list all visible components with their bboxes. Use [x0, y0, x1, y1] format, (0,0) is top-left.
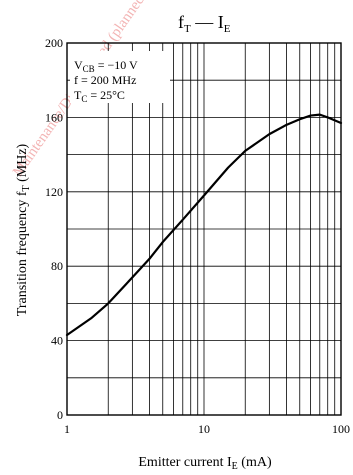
- x-tick-label: 1: [64, 422, 70, 436]
- y-tick-label: 160: [45, 110, 63, 124]
- chart-title: fT — IE: [178, 12, 231, 35]
- watermark: Maintenance/Discontinued (planned mainte…: [10, 0, 343, 180]
- watermark-text: Maintenance/Discontinued (planned mainte…: [10, 0, 343, 180]
- y-tick-label: 0: [57, 408, 63, 422]
- x-tick-label: 100: [332, 422, 350, 436]
- y-tick-label: 200: [45, 36, 63, 50]
- conditions-box: VCB = −10 V f = 200 MHz TC = 25°C: [70, 51, 170, 104]
- y-tick-label: 80: [51, 259, 63, 273]
- y-tick-label: 120: [45, 185, 63, 199]
- axes: 0 40 80 120 160 200 1 10 100: [45, 36, 350, 436]
- conditions-background: [70, 51, 170, 103]
- condition-tc: TC = 25°C: [74, 88, 125, 104]
- x-axis-label: Emitter current IE (mA): [138, 455, 272, 472]
- condition-vcb: VCB = −10 V: [74, 58, 138, 74]
- plot-frame: [66, 42, 342, 416]
- x-tick-label: 10: [198, 422, 210, 436]
- y-axis-label: Transition frequency fT (MHz): [15, 143, 32, 316]
- series-line: [65, 113, 343, 337]
- y-tick-label: 40: [51, 334, 63, 348]
- condition-freq: f = 200 MHz: [74, 73, 136, 87]
